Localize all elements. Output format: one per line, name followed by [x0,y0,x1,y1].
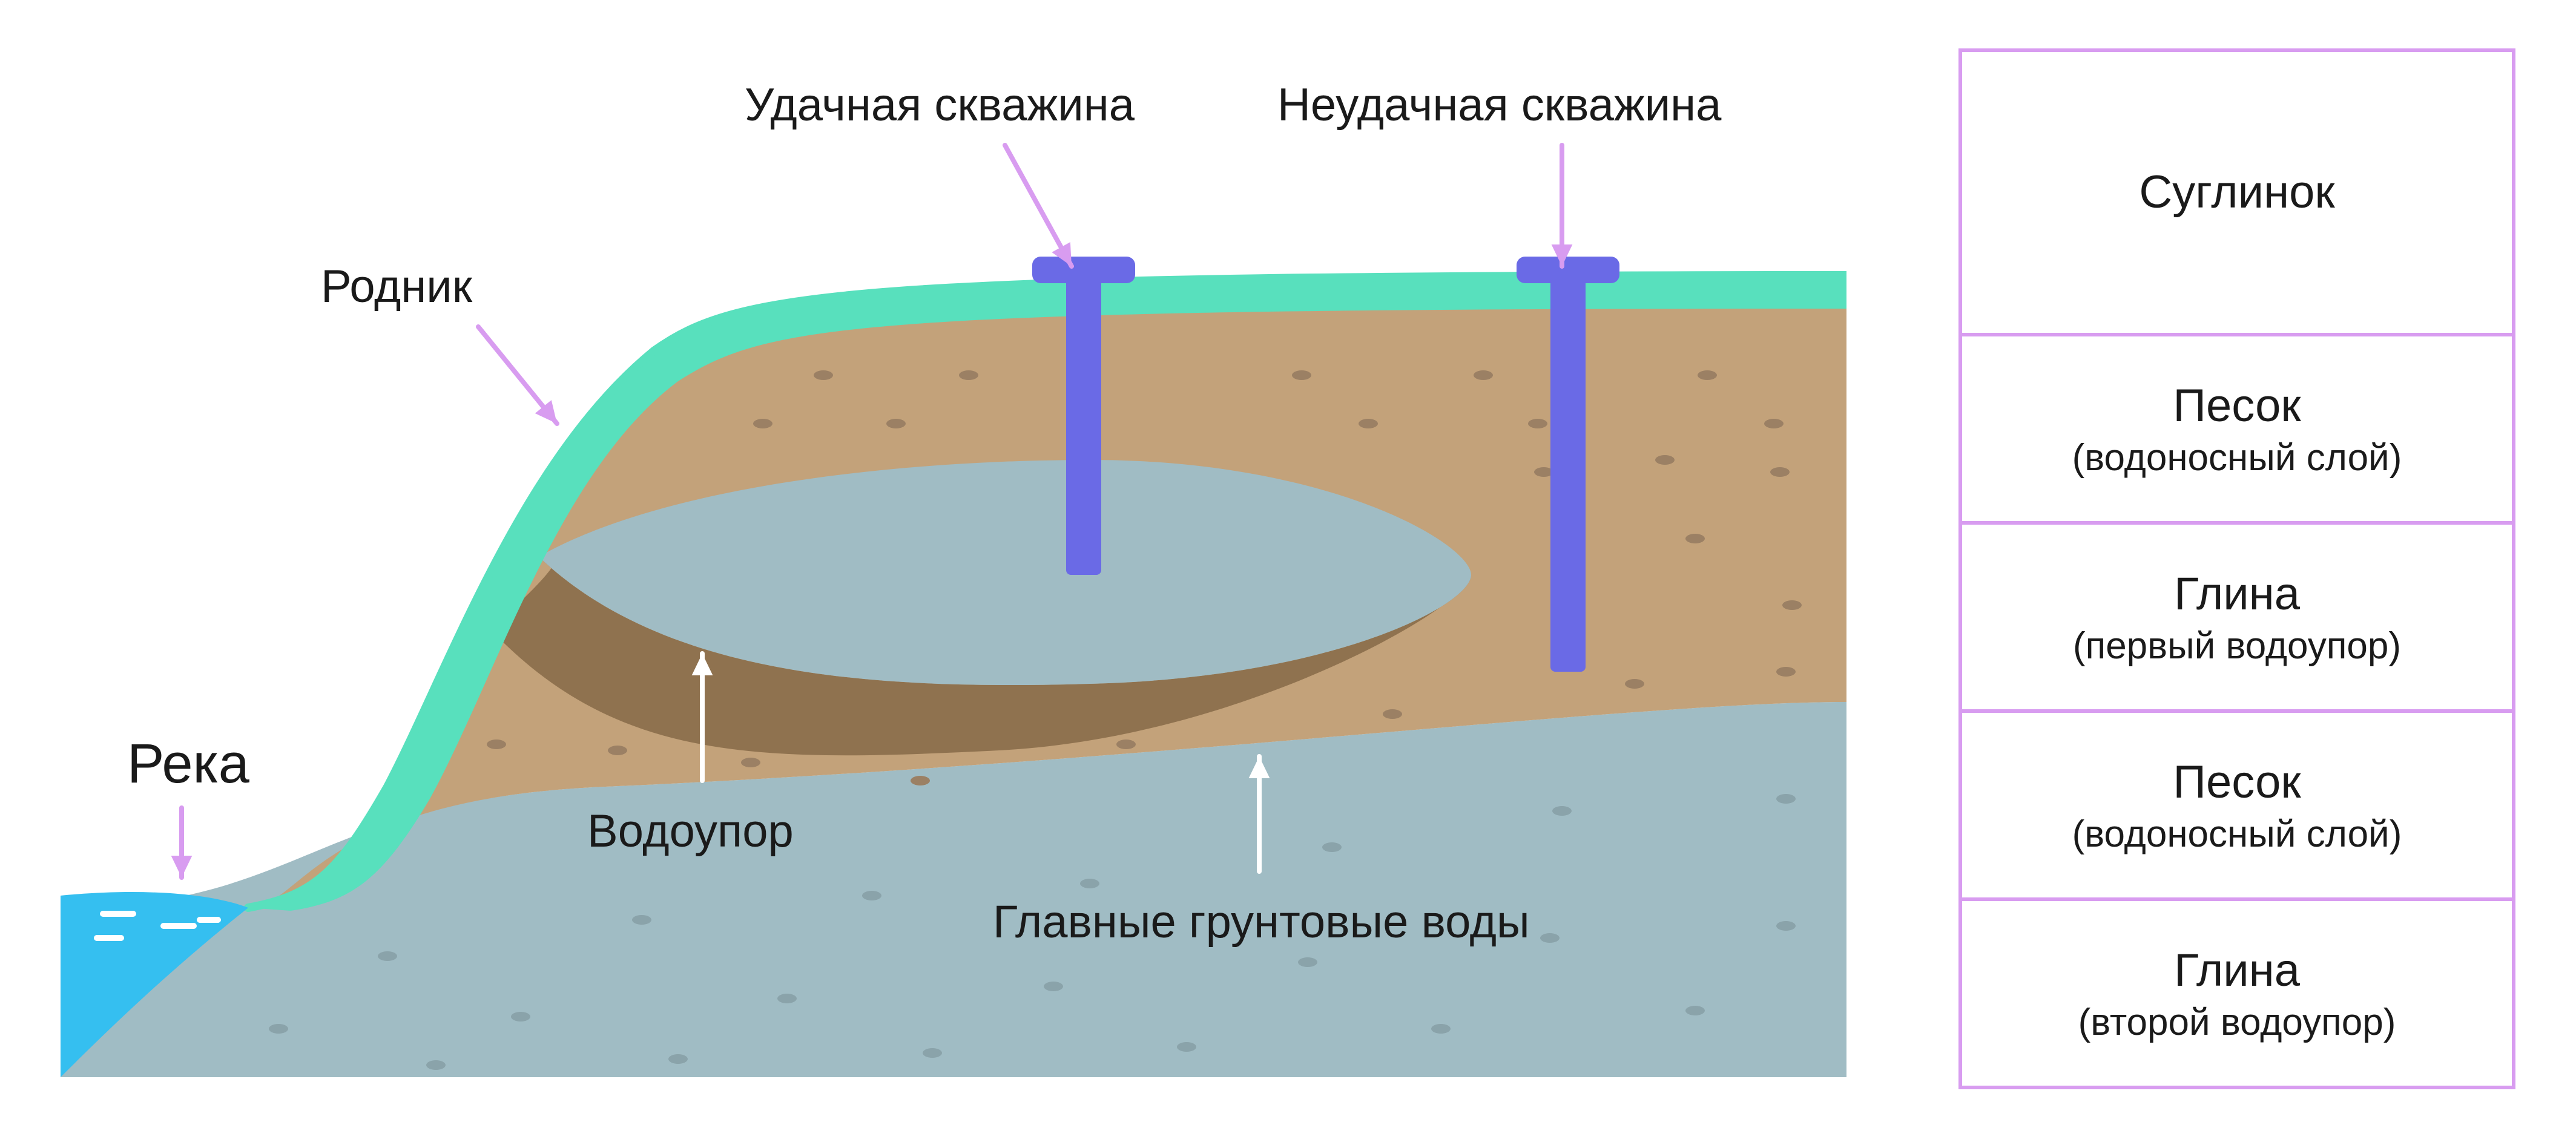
label-river: Река [127,732,249,796]
legend-panel: СуглинокПесок(водоносный слой)Глина(перв… [1958,48,2515,1089]
legend-row-sub: (первый водоупор) [2073,625,2401,667]
label-bad-well: Неудачная скважина [1277,79,1721,131]
legend-row-sub: (второй водоупор) [2078,1001,2396,1044]
legend-row-title: Песок [2173,378,2301,433]
legend-row-sub: (водоносный слой) [2072,436,2402,479]
label-good-well: Удачная скважина [745,79,1135,131]
label-spring: Родник [321,260,472,313]
legend-row-title: Суглинок [2139,165,2334,220]
label-aquiclude: Водоупор [587,805,794,857]
legend-row: Суглинок [1962,52,2512,336]
cross-section-diagram: Река Родник Удачная скважина Неудачная с… [61,36,1846,1089]
label-groundwater: Главные грунтовые воды [993,896,1530,948]
legend-row: Песок(водоносный слой) [1962,336,2512,525]
geology-svg [61,36,1846,1089]
legend-row: Глина(первый водоупор) [1962,525,2512,713]
legend-row-sub: (водоносный слой) [2072,813,2402,856]
legend-row-title: Песок [2173,755,2301,810]
legend-row-title: Глина [2174,943,2300,998]
legend-row: Песок(водоносный слой) [1962,713,2512,901]
legend-row-title: Глина [2174,566,2300,621]
diagram-container: Река Родник Удачная скважина Неудачная с… [0,0,2576,1128]
legend-row: Глина(второй водоупор) [1962,901,2512,1086]
